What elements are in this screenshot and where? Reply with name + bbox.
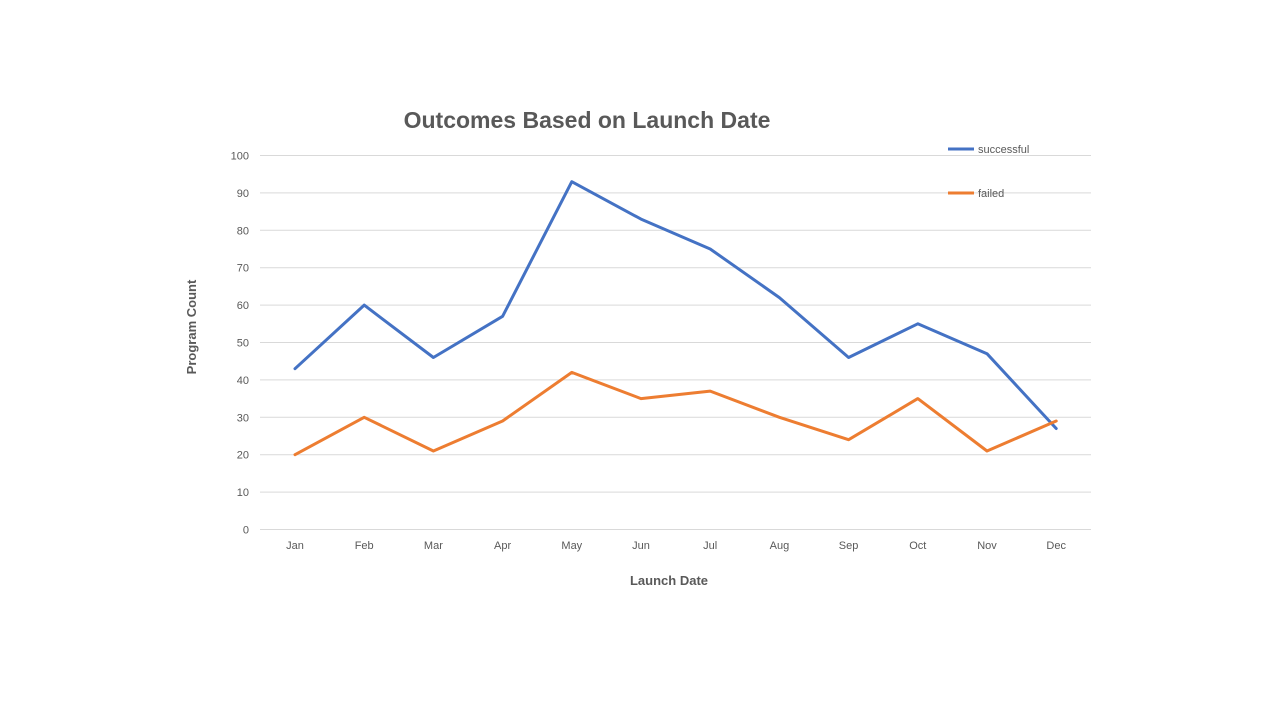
x-tick-label: Jun xyxy=(632,540,650,552)
y-tick-label: 10 xyxy=(237,487,249,499)
series-line-failed xyxy=(293,370,1058,457)
x-axis-title: Launch Date xyxy=(630,573,708,588)
x-tick-label: Dec xyxy=(1046,540,1066,552)
y-tick-label: 30 xyxy=(237,412,249,424)
x-tick-label: Mar xyxy=(424,540,443,552)
y-tick-label: 70 xyxy=(237,263,249,275)
x-tick-label: Apr xyxy=(494,540,511,552)
series-lines xyxy=(293,180,1058,457)
legend: successful failed xyxy=(948,144,1029,200)
y-tick-label: 90 xyxy=(237,188,249,200)
y-tick-label: 20 xyxy=(237,450,249,462)
x-tick-label: Jan xyxy=(286,540,304,552)
legend-label-successful: successful xyxy=(978,144,1029,156)
x-tick-label: Sep xyxy=(839,540,859,552)
y-tick-label: 60 xyxy=(237,300,249,312)
x-tick-label: Feb xyxy=(355,540,374,552)
chart-title: Outcomes Based on Launch Date xyxy=(404,107,771,133)
x-tick-label: May xyxy=(561,540,582,552)
x-axis-tick-labels: Jan Feb Mar Apr May Jun Jul Aug Sep Oct Nov Dec xyxy=(286,540,1066,552)
x-tick-label: Aug xyxy=(770,540,790,552)
series-line-successful xyxy=(293,180,1058,430)
y-tick-label: 80 xyxy=(237,225,249,237)
y-axis-tick-labels: 0 10 20 30 40 50 60 70 80 90 100 xyxy=(231,151,249,537)
x-tick-label: Jul xyxy=(703,540,717,552)
y-axis-title: Program Count xyxy=(184,279,199,374)
y-tick-label: 100 xyxy=(231,151,249,163)
gridlines xyxy=(260,155,1091,530)
y-tick-label: 40 xyxy=(237,375,249,387)
x-tick-label: Nov xyxy=(977,540,997,552)
y-tick-label: 0 xyxy=(243,525,249,537)
x-tick-label: Oct xyxy=(909,540,926,552)
legend-label-failed: failed xyxy=(978,188,1004,200)
y-tick-label: 50 xyxy=(237,338,249,350)
